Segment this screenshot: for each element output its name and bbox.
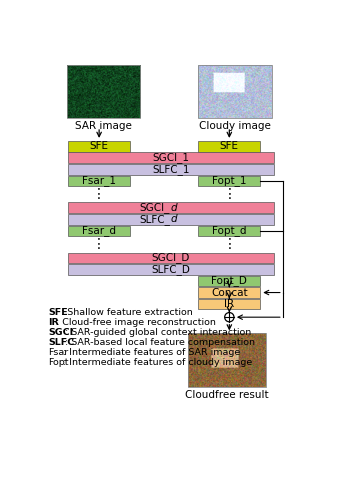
Text: Cloudfree result: Cloudfree result xyxy=(185,390,269,400)
Text: Fopt: Fopt xyxy=(48,358,69,367)
FancyBboxPatch shape xyxy=(68,141,130,152)
FancyBboxPatch shape xyxy=(68,152,274,163)
FancyBboxPatch shape xyxy=(68,214,274,225)
Text: d: d xyxy=(171,203,177,213)
Text: : Intermediate features of cloudy image: : Intermediate features of cloudy image xyxy=(64,358,253,367)
Text: IR: IR xyxy=(224,299,234,309)
Text: SAR image: SAR image xyxy=(75,121,132,131)
FancyBboxPatch shape xyxy=(198,287,260,298)
Text: IR: IR xyxy=(48,318,59,327)
Text: ⋮: ⋮ xyxy=(92,237,106,251)
Text: SLFC_D: SLFC_D xyxy=(151,264,190,275)
Text: SFE: SFE xyxy=(48,308,68,317)
Text: : SAR-guided global context interaction: : SAR-guided global context interaction xyxy=(65,328,251,337)
Text: SGCI_D: SGCI_D xyxy=(151,252,190,264)
FancyBboxPatch shape xyxy=(68,176,130,186)
Text: SGCI: SGCI xyxy=(48,328,73,337)
Text: d: d xyxy=(171,214,177,224)
Text: Fsar_1: Fsar_1 xyxy=(82,176,116,186)
Text: : Shallow feature extraction: : Shallow feature extraction xyxy=(61,308,192,317)
FancyBboxPatch shape xyxy=(198,276,260,286)
Bar xyxy=(66,66,140,118)
Text: Fopt_D: Fopt_D xyxy=(211,276,247,286)
Text: : Intermediate features of SAR image: : Intermediate features of SAR image xyxy=(64,348,241,357)
Text: SGCI_: SGCI_ xyxy=(140,202,170,213)
Text: SLFC_: SLFC_ xyxy=(139,214,170,225)
FancyBboxPatch shape xyxy=(68,226,130,236)
Text: Fopt_1: Fopt_1 xyxy=(212,176,247,186)
Text: : Cloud-free image reconstruction: : Cloud-free image reconstruction xyxy=(56,318,216,327)
Text: Fsar_d: Fsar_d xyxy=(82,226,116,236)
Bar xyxy=(188,334,266,387)
Bar xyxy=(198,66,272,118)
FancyBboxPatch shape xyxy=(198,298,260,310)
Text: Fsar: Fsar xyxy=(48,348,68,357)
Text: SLFC_1: SLFC_1 xyxy=(152,164,190,175)
Text: Cloudy image: Cloudy image xyxy=(199,121,271,131)
FancyBboxPatch shape xyxy=(198,141,260,152)
Text: SFE: SFE xyxy=(90,141,109,151)
Text: Fopt_d: Fopt_d xyxy=(212,226,247,236)
Text: SLFC: SLFC xyxy=(48,338,74,347)
FancyBboxPatch shape xyxy=(198,176,260,186)
Text: ⋮: ⋮ xyxy=(222,187,236,201)
FancyBboxPatch shape xyxy=(68,164,274,174)
FancyBboxPatch shape xyxy=(198,226,260,236)
FancyBboxPatch shape xyxy=(68,252,274,264)
Text: ⋮: ⋮ xyxy=(92,187,106,201)
Text: ⋮: ⋮ xyxy=(222,237,236,251)
Text: SGCI_1: SGCI_1 xyxy=(152,152,189,163)
Text: SFE: SFE xyxy=(220,141,239,151)
FancyBboxPatch shape xyxy=(68,264,274,275)
FancyBboxPatch shape xyxy=(68,202,274,213)
Text: Concat: Concat xyxy=(211,288,248,298)
Text: : SAR-based local feature compensation: : SAR-based local feature compensation xyxy=(65,338,255,347)
